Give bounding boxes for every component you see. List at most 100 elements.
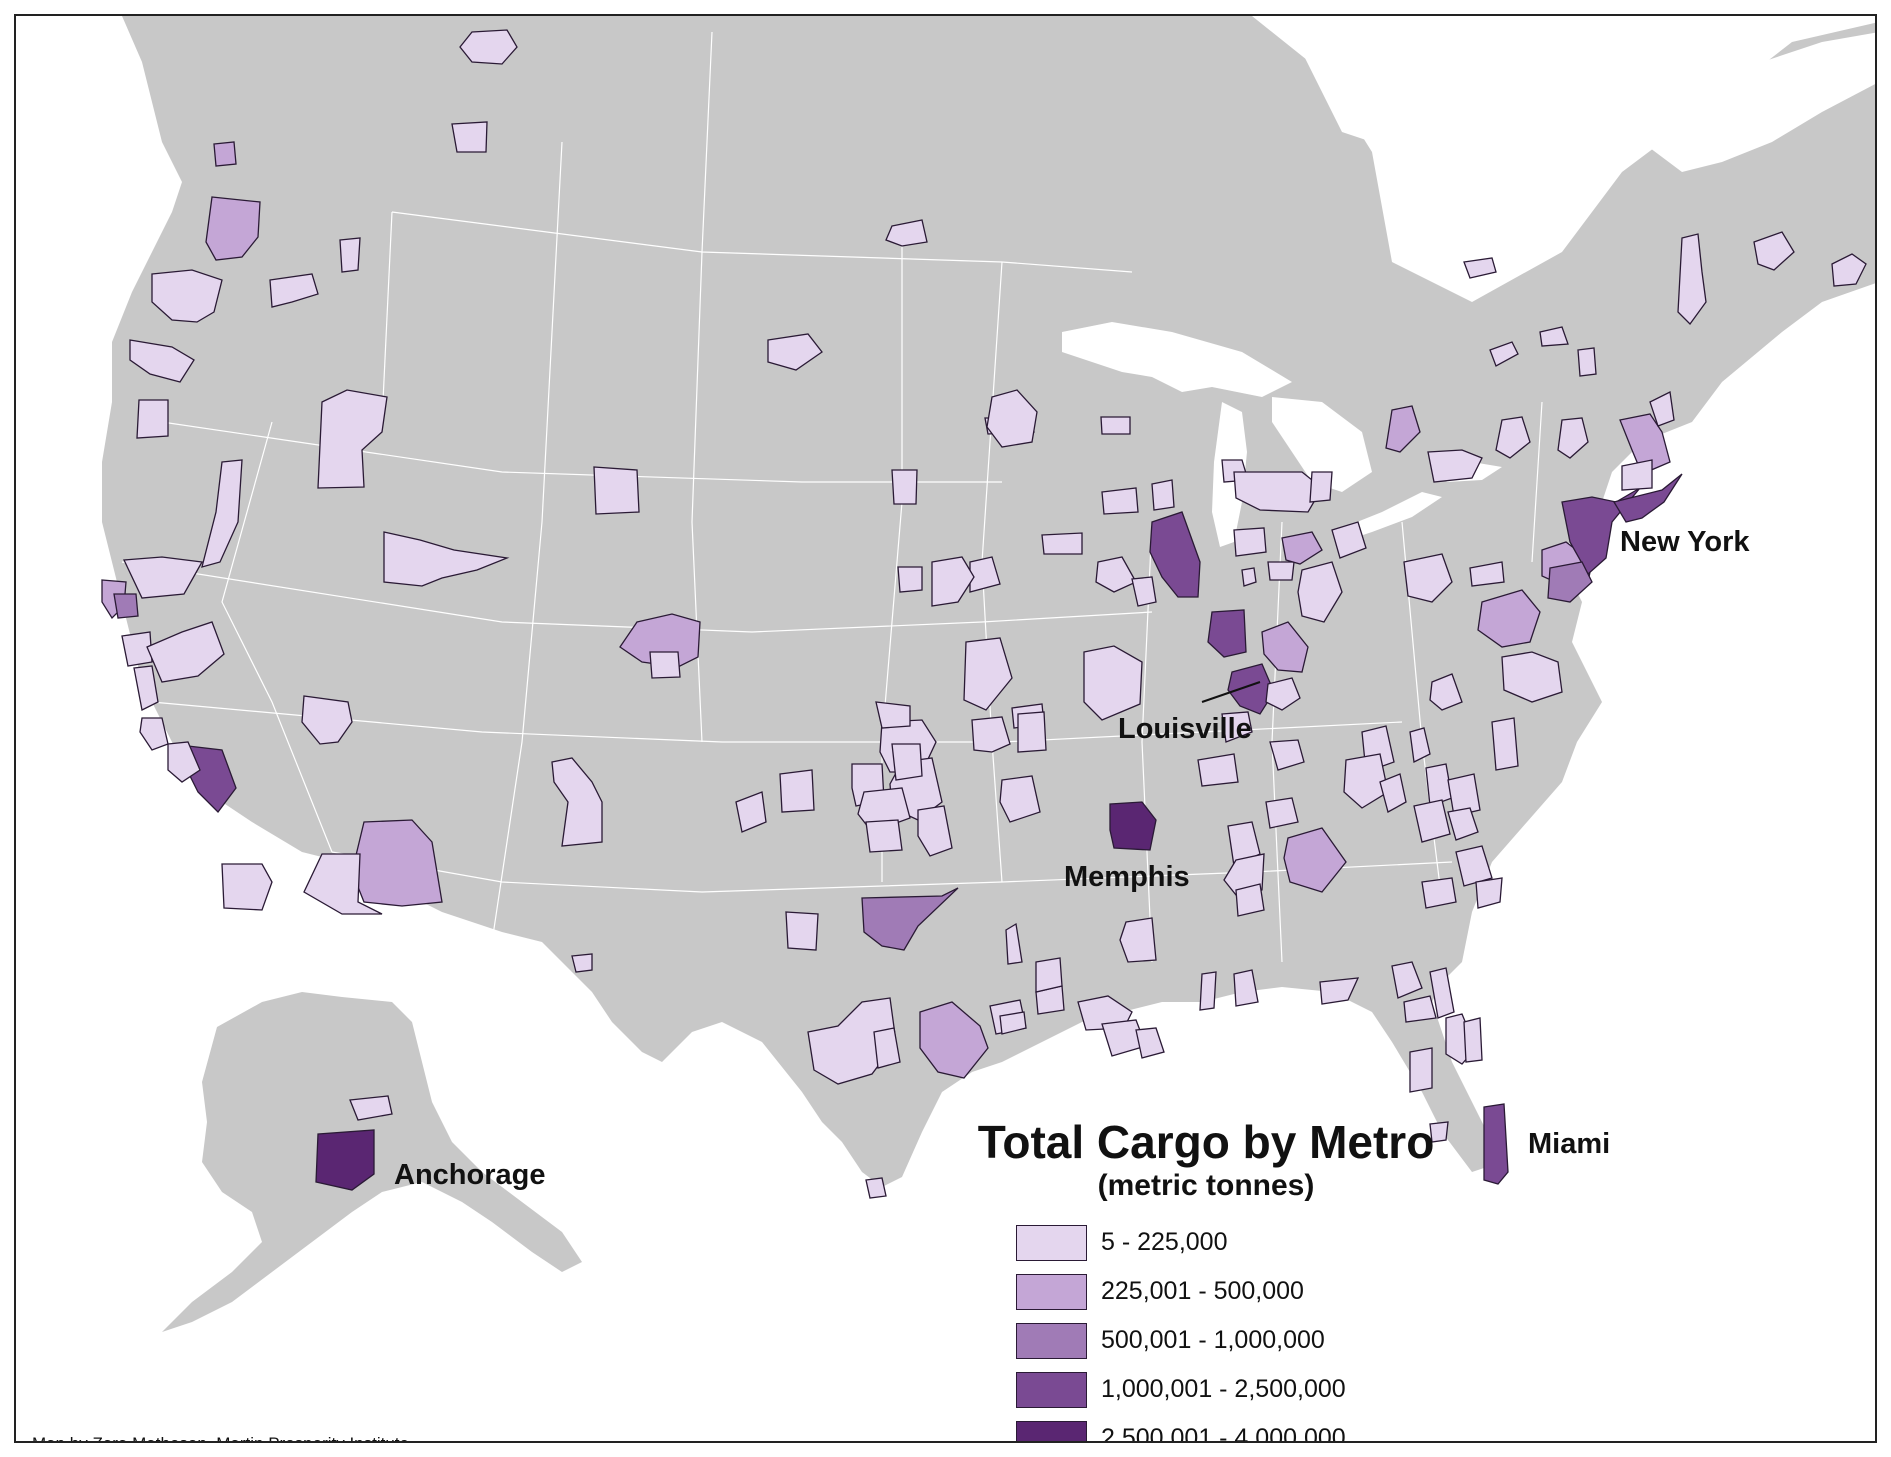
metro-area-new-york-extension — [1612, 473, 1683, 523]
metro-area — [459, 29, 518, 65]
metro-area — [1491, 717, 1519, 771]
metro-area — [151, 269, 223, 323]
metro-area — [1151, 479, 1175, 511]
metro-area — [1463, 257, 1497, 279]
metro-area — [205, 196, 261, 261]
metro-area — [315, 1129, 375, 1191]
metro-area — [1753, 231, 1795, 271]
metro-area — [1095, 556, 1137, 593]
metro-area — [1455, 845, 1493, 887]
metro-area — [1557, 417, 1589, 459]
lake-huron — [1272, 397, 1372, 492]
metro-area — [1469, 561, 1505, 587]
metro-area — [167, 741, 201, 783]
metro-area — [1281, 531, 1323, 565]
metro-area — [1233, 969, 1259, 1007]
metro-area — [301, 695, 353, 745]
metro-area — [146, 621, 225, 683]
metro-area — [917, 805, 953, 857]
metro-area — [1429, 673, 1463, 711]
metro-area — [1343, 753, 1389, 809]
metro-area — [1221, 711, 1253, 743]
st-lawrence-gulf — [1642, 32, 1875, 172]
legend-item-2: 225,001 - 500,000 — [1016, 1267, 1476, 1316]
metro-area — [213, 141, 237, 167]
legend-label-2: 225,001 - 500,000 — [1101, 1277, 1304, 1305]
metro-area — [1475, 877, 1503, 909]
legend-label-3: 500,001 - 1,000,000 — [1101, 1326, 1325, 1354]
metro-area — [986, 389, 1038, 448]
metro-area — [619, 613, 701, 668]
metro-area — [1619, 413, 1671, 475]
metro-area — [221, 863, 273, 911]
metro-area — [1083, 645, 1143, 721]
metro-area — [1265, 677, 1301, 711]
metro-area — [1041, 532, 1083, 555]
metro-area — [999, 775, 1041, 823]
metro-area — [865, 1177, 887, 1199]
metro-area — [919, 1001, 989, 1079]
legend-swatch-2 — [1016, 1273, 1087, 1310]
legend-label-1: 5 - 225,000 — [1101, 1228, 1228, 1256]
metro-area — [779, 769, 815, 813]
metro-area — [1677, 233, 1707, 325]
metro-area — [767, 333, 823, 371]
metro-area — [1017, 711, 1047, 753]
metro-area — [349, 1095, 393, 1121]
legend-label-4: 1,000,001 - 2,500,000 — [1101, 1375, 1346, 1403]
metro-area — [931, 556, 975, 607]
metro-area — [1489, 341, 1519, 367]
legend-item-3: 500,001 - 1,000,000 — [1016, 1316, 1476, 1365]
metro-area — [1235, 883, 1265, 917]
metro-layer — [101, 29, 1867, 1199]
metro-area — [1577, 347, 1597, 377]
metro-area — [139, 717, 169, 751]
metro-area — [1233, 471, 1323, 513]
metro-area — [1413, 799, 1451, 843]
metro-area — [1119, 917, 1157, 963]
metro-area — [1135, 1027, 1165, 1059]
metro-area — [1385, 405, 1421, 453]
metro-area — [303, 853, 383, 915]
metro-area — [1109, 801, 1157, 851]
legend-item-5: 2,500,001 - 4,000,000 — [1016, 1414, 1476, 1443]
metro-area — [963, 637, 1013, 711]
metro-area — [971, 716, 1011, 753]
metro-area — [1267, 561, 1295, 581]
metro-area — [1100, 416, 1131, 435]
legend-label-5: 2,500,001 - 4,000,000 — [1101, 1424, 1346, 1443]
legend-item-4: 1,000,001 - 2,500,000 — [1016, 1365, 1476, 1414]
metro-area — [1495, 416, 1531, 459]
metro-area — [123, 556, 204, 599]
label-miami: Miami — [1528, 1128, 1611, 1160]
metro-area — [1409, 1047, 1433, 1093]
map-credit: Map by Zara Matheson, Martin Prosperity … — [32, 1434, 409, 1441]
water-layer — [1062, 16, 1875, 547]
metro-area — [1547, 561, 1593, 603]
metro-area — [999, 1011, 1027, 1035]
legend-swatch-3 — [1016, 1322, 1087, 1359]
metro-area — [1227, 821, 1261, 867]
metro-area — [1831, 253, 1867, 287]
metro-area — [885, 219, 928, 247]
metro-area — [1005, 922, 1023, 965]
metro-area — [1403, 995, 1437, 1023]
metro-area — [113, 593, 139, 619]
metro-area — [735, 791, 767, 833]
metro-area — [129, 339, 195, 383]
legend-swatch-1 — [1016, 1224, 1087, 1261]
map-title: Total Cargo by Metro — [977, 1116, 1435, 1168]
metro-area — [1649, 391, 1675, 427]
metro-area — [1463, 1017, 1483, 1063]
metro-area — [1621, 459, 1653, 491]
metro-area — [1501, 651, 1563, 703]
metro-area — [1149, 511, 1201, 598]
metro-area — [201, 459, 243, 568]
metro-area — [451, 121, 488, 153]
metro-area — [1447, 773, 1481, 817]
metro-area — [1265, 797, 1299, 829]
legend-item-1: 5 - 225,000 — [1016, 1218, 1476, 1267]
metro-area — [785, 911, 819, 951]
metro-area — [1403, 553, 1453, 603]
metro-area — [1539, 326, 1569, 347]
